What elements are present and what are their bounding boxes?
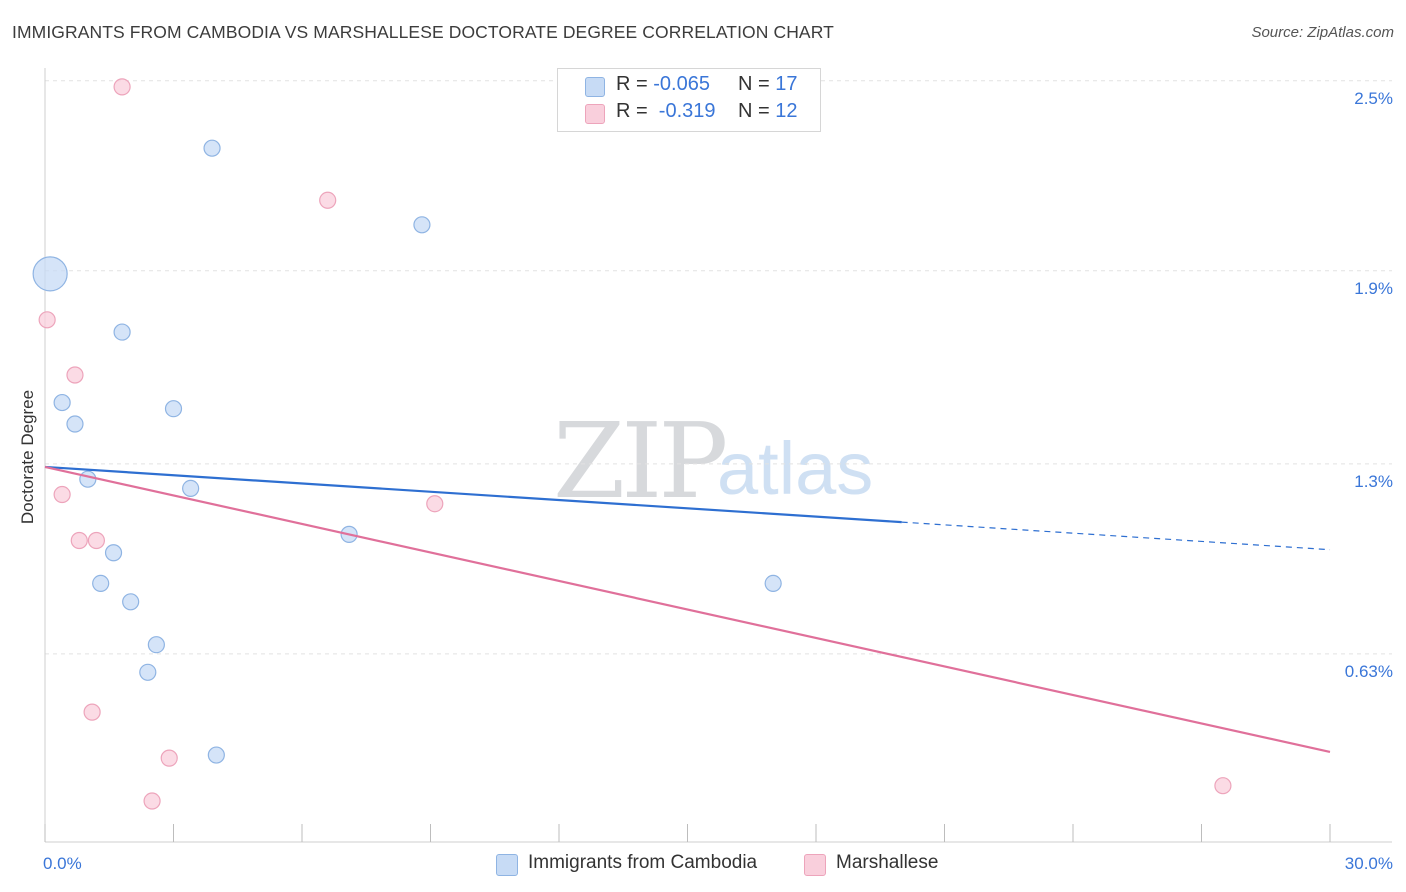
bottom-legend-swatch-cambodia [496, 854, 518, 876]
data-point-marshallese [426, 495, 444, 513]
data-point-marshallese [66, 366, 84, 384]
chart-title: IMMIGRANTS FROM CAMBODIA VS MARSHALLESE … [12, 22, 834, 42]
legend-swatch-marshallese [585, 104, 605, 124]
legend-n-value-cambodia: 17 [775, 73, 798, 95]
data-point-marshallese [70, 531, 88, 550]
data-point-marshallese [38, 311, 56, 329]
trend-line-extension-cambodia [901, 521, 1331, 551]
data-point-cambodia [32, 256, 68, 292]
legend-n-label-cambodia: N = [738, 73, 776, 95]
legend-row-marshallese: R = -0.319 N = 12 [558, 100, 820, 126]
bottom-legend-label-marshallese: Marshallese [836, 852, 939, 873]
data-point-cambodia [113, 323, 131, 341]
data-point-cambodia [164, 400, 183, 418]
data-point-cambodia [79, 470, 97, 488]
trend-line-cambodia [44, 465, 902, 524]
data-point-cambodia [147, 636, 165, 654]
x-tick-label: 30.0% [1345, 854, 1393, 873]
legend-n-cambodia: N = 17 [738, 73, 798, 96]
data-point-cambodia [66, 415, 84, 433]
data-point-cambodia [139, 663, 157, 681]
correlation-legend: R = -0.065 N = 17 R = -0.319 N = 12 [557, 68, 821, 132]
data-point-marshallese [113, 78, 131, 96]
data-point-cambodia [92, 574, 110, 593]
legend-r-value-marshallese: -0.319 [653, 100, 716, 122]
data-point-marshallese [87, 531, 106, 550]
legend-n-label-marshallese: N = [738, 100, 776, 122]
legend-r-label-marshallese: R = [616, 100, 654, 122]
data-point-marshallese [319, 191, 337, 209]
legend-row-cambodia: R = -0.065 N = 17 [558, 73, 820, 99]
data-point-cambodia [203, 139, 221, 157]
x-tick-label: 0.0% [43, 854, 82, 873]
bottom-legend-cambodia: Immigrants from Cambodia [496, 850, 786, 878]
data-point-marshallese [143, 792, 161, 810]
y-tick-label: 1.9% [1354, 279, 1393, 298]
legend-r-label-cambodia: R = [616, 73, 654, 95]
trend-line-marshallese [44, 465, 1331, 754]
y-tick-label: 2.5% [1354, 89, 1393, 108]
data-point-cambodia [207, 746, 225, 764]
watermark-atlas: atlas [717, 427, 874, 510]
bottom-legend-label-cambodia: Immigrants from Cambodia [528, 852, 758, 873]
data-point-marshallese [83, 703, 101, 721]
bottom-legend-marshallese: Marshallese [804, 850, 964, 878]
data-point-cambodia [104, 544, 123, 562]
data-point-marshallese [160, 749, 178, 767]
data-point-marshallese [53, 485, 71, 504]
y-tick-label: 0.63% [1345, 662, 1393, 681]
legend-r-marshallese: R = -0.319 [616, 100, 716, 123]
y-tick-label: 1.3% [1354, 472, 1393, 491]
source-label: Source: ZipAtlas.com [1251, 24, 1394, 41]
bottom-legend-swatch-marshallese [804, 854, 826, 876]
data-point-cambodia [413, 216, 431, 234]
legend-n-marshallese: N = 12 [738, 100, 798, 123]
legend-r-value-cambodia: -0.065 [653, 73, 710, 95]
y-axis-label: Doctorate Degree [18, 390, 37, 524]
legend-n-value-marshallese: 12 [775, 100, 798, 122]
data-point-cambodia [53, 393, 71, 412]
data-point-cambodia [764, 574, 782, 593]
data-point-marshallese [1214, 777, 1232, 795]
legend-swatch-cambodia [585, 77, 605, 97]
legend-r-cambodia: R = -0.065 [616, 73, 710, 96]
data-point-cambodia [122, 593, 140, 611]
data-point-cambodia [182, 479, 200, 497]
